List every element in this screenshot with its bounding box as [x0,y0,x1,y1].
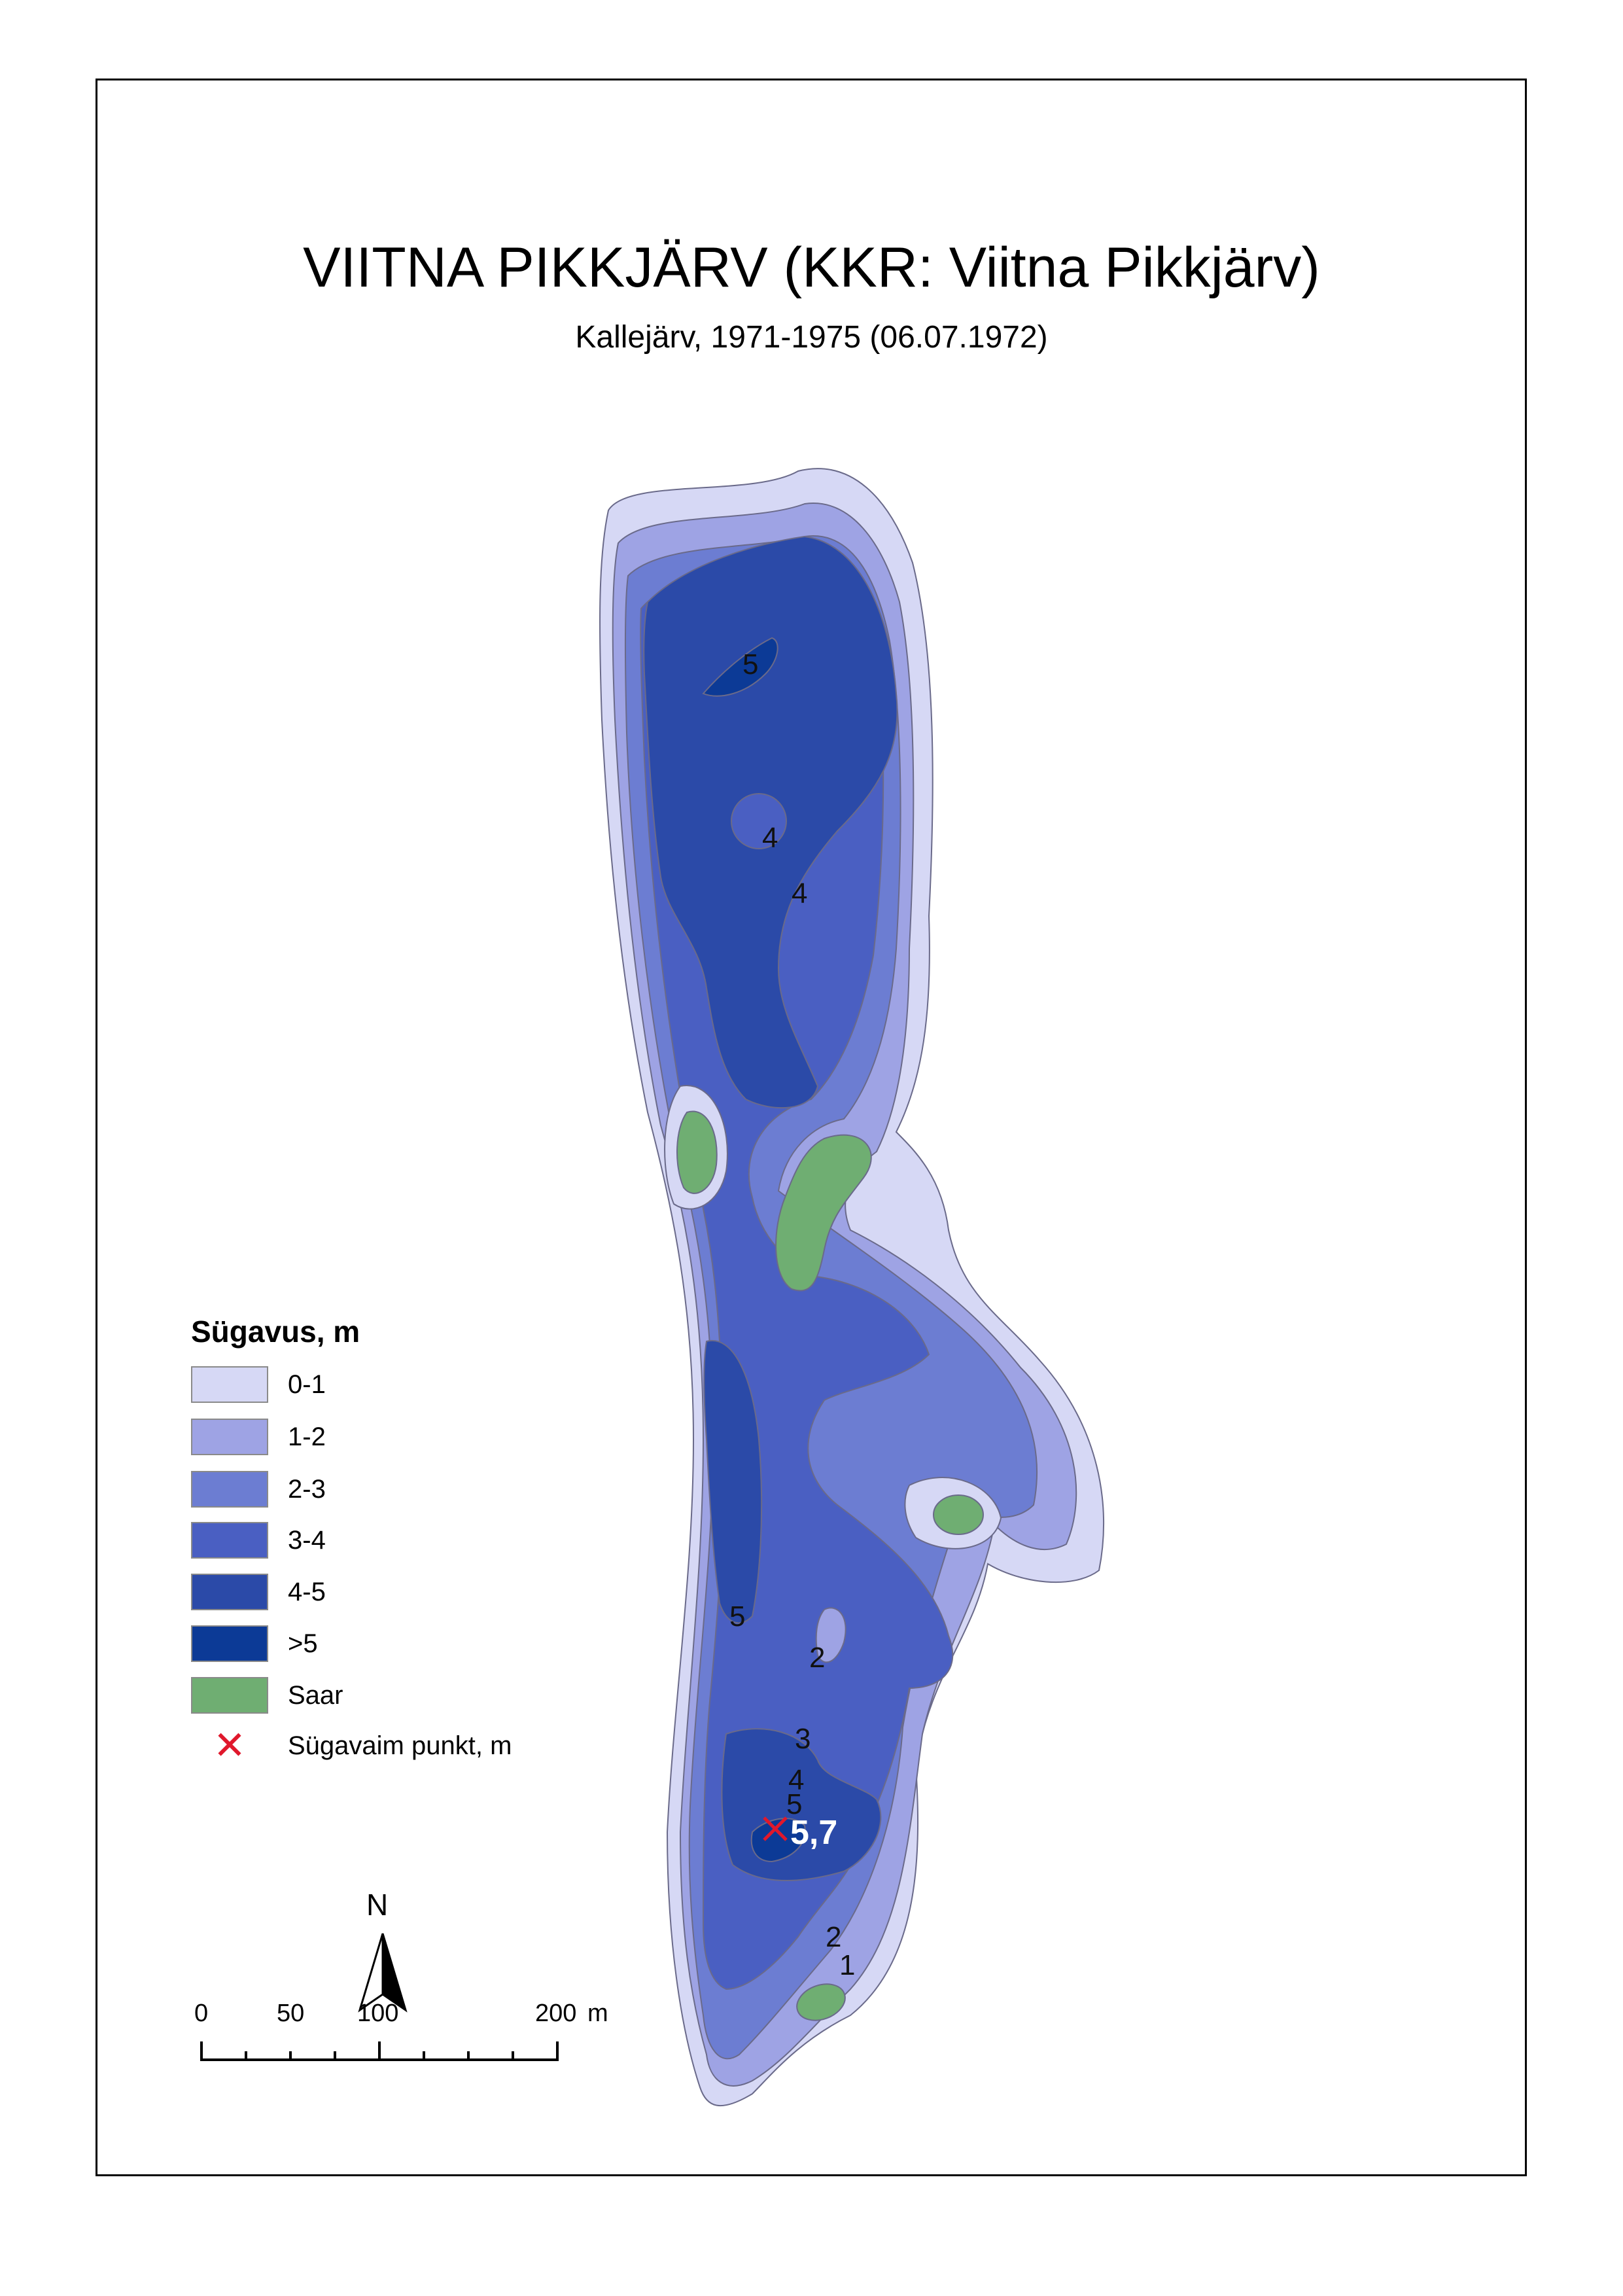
legend-label: 4-5 [288,1577,326,1606]
legend-item-0-1: 0-1 [191,1366,326,1403]
depth-zone-over-5-south [750,1818,806,1863]
map-frame [96,79,1527,2176]
legend-swatch [191,1522,268,1559]
island-west [676,1110,718,1194]
legend-item-4-5: 4-5 [191,1574,326,1610]
legend-swatch [191,1419,268,1455]
island-central [775,1134,872,1292]
map-subtitle: Kallejärv, 1971-1975 (06.07.1972) [575,320,1048,355]
depth-zone-4-5-south-a [703,1339,763,1624]
legend-item-over-5: >5 [191,1625,318,1662]
contour-label: 5 [729,1600,745,1633]
north-label: N [366,1888,389,1922]
depth-zone-over-5-north [702,637,778,697]
scale-unit-label: m [587,2000,608,2027]
legend-swatch [191,1574,268,1610]
north-arrow-icon [358,1933,408,2013]
contour-label: 4 [788,1764,804,1796]
scale-tick-label: 100 [357,2000,399,2027]
legend-label: 3-4 [288,1525,326,1555]
legend-swatch [191,1625,268,1662]
depth-hollow-south [815,1607,846,1663]
deepest-point-value: 5,7 [790,1814,837,1852]
contour-label: 1 [839,1949,855,1981]
legend-swatch [191,1471,268,1508]
legend-label: 2-3 [288,1474,326,1504]
legend-label: Saar [288,1680,343,1710]
contour-label: 2 [826,1921,841,1953]
contour-label: 5 [742,648,758,680]
deepest-point-marker [763,1816,788,1841]
scale-tick-label: 0 [194,2000,209,2027]
legend-item-deepest-point: ✕ Sügavaim punkt, m [191,1723,512,1767]
scale-tick-label: 200 [535,2000,577,2027]
legend-title: Sügavus, m [191,1315,360,1349]
legend-item-3-4: 3-4 [191,1522,326,1559]
legend-swatch [191,1366,268,1403]
depth-hollow-north [731,793,787,849]
legend-label: 0-1 [288,1369,326,1399]
legend-label: 1-2 [288,1422,326,1451]
legend-label: Sügavaim punkt, m [288,1731,512,1760]
contour-label: 4 [762,822,778,854]
contour-label: 5 [786,1788,802,1820]
contour-label: 3 [795,1723,811,1755]
island-south [796,1983,846,2021]
legend-item-saar: Saar [191,1677,343,1714]
deepest-point-cross-icon: ✕ [213,1723,247,1767]
scale-tick-label: 50 [277,2000,305,2027]
legend-swatch [191,1677,268,1714]
legend-item-2-3: 2-3 [191,1471,326,1508]
contour-label: 4 [792,877,807,910]
scale-bar [200,2041,559,2061]
contour-label: 2 [809,1642,825,1674]
legend-label: >5 [288,1629,318,1658]
island-east [933,1494,984,1535]
legend-item-1-2: 1-2 [191,1419,326,1455]
map-title: VIITNA PIKKJÄRV (KKR: Viitna Pikkjärv) [303,236,1320,299]
